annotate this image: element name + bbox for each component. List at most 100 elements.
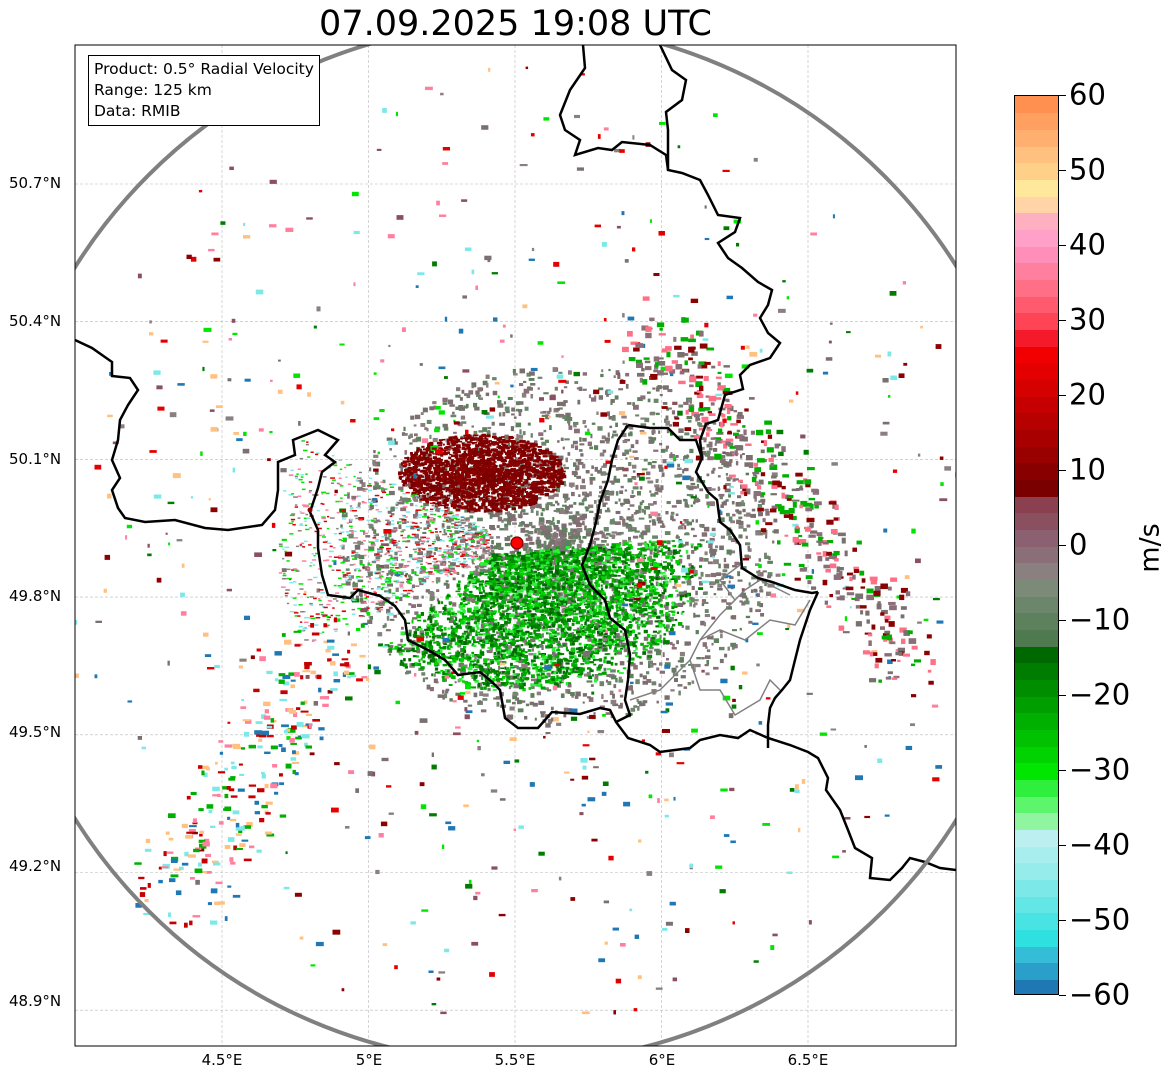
echo-bin	[594, 466, 598, 472]
echo-bin	[564, 575, 569, 578]
echo-bin	[632, 402, 635, 406]
echo-bin	[498, 590, 505, 596]
echo-bin	[524, 595, 528, 598]
echo-bin	[450, 546, 455, 550]
echo-bin	[550, 559, 553, 562]
echo-bin	[558, 575, 563, 578]
echo-bin	[496, 558, 501, 560]
echo-bin	[579, 437, 582, 442]
echo-bin	[601, 557, 605, 560]
echo-bin	[399, 596, 403, 602]
echo-bin	[684, 455, 690, 458]
echo-bin	[738, 510, 742, 515]
echo-bin	[455, 394, 461, 398]
echo-bin	[400, 659, 403, 664]
echo-bin	[659, 545, 663, 547]
echo-bin	[644, 506, 650, 510]
echo-bin	[641, 602, 646, 608]
echo-bin	[569, 651, 574, 655]
echo-bin	[619, 661, 625, 666]
echo-bin	[582, 420, 586, 425]
echo-bin	[557, 644, 564, 648]
echo-bin	[758, 500, 761, 503]
echo-bin	[525, 703, 530, 707]
echo-bin	[397, 643, 403, 647]
echo-bin	[608, 643, 612, 646]
echo-bin	[435, 681, 439, 684]
echo-bin	[628, 518, 635, 522]
echo-bin	[443, 426, 449, 431]
echo-bin	[386, 608, 391, 614]
echo-bin	[746, 524, 751, 528]
echo-bin	[501, 519, 504, 523]
echo-bin	[604, 437, 610, 442]
echo-bin	[676, 534, 679, 539]
echo-bin	[695, 630, 699, 635]
echo-bin	[684, 502, 688, 508]
echo-bin	[647, 480, 654, 484]
echo-bin	[584, 590, 590, 594]
echo-bin	[540, 684, 543, 688]
echo-bin	[583, 593, 587, 598]
echo-bin	[691, 680, 695, 684]
echo-bin	[678, 435, 684, 440]
echo-bin	[622, 539, 628, 544]
echo-bin	[558, 529, 563, 533]
echo-bin	[711, 642, 714, 646]
echo-bin	[526, 589, 530, 593]
echo-bin	[683, 467, 689, 472]
echo-bin	[360, 597, 364, 602]
echo-bin	[436, 598, 440, 602]
echo-bin	[469, 571, 474, 574]
echo-bin	[510, 632, 513, 636]
echo-bin	[555, 546, 560, 549]
echo-bin	[451, 612, 455, 615]
echo-bin	[486, 593, 490, 597]
echo-bin	[675, 513, 679, 517]
echo-bin	[598, 672, 603, 676]
echo-bin	[492, 566, 498, 569]
echo-bin	[525, 603, 529, 607]
echo-bin	[525, 658, 529, 662]
echo-bin	[622, 422, 628, 426]
echo-bin	[531, 571, 536, 574]
echo-bin	[480, 686, 484, 690]
echo-bin	[563, 542, 569, 546]
echo-bin	[478, 397, 483, 400]
echo-bin	[648, 570, 651, 574]
echo-bin	[715, 572, 722, 576]
echo-bin	[518, 524, 523, 527]
echo-bin	[629, 661, 634, 665]
echo-bin	[600, 587, 604, 591]
echo-bin	[709, 548, 715, 554]
echo-bin	[465, 517, 470, 521]
echo-bin	[517, 618, 521, 623]
echo-bin	[408, 435, 411, 440]
echo-bin	[708, 543, 712, 549]
echo-bin	[449, 698, 453, 702]
echo-bin	[426, 520, 430, 525]
echo-bin	[442, 695, 445, 700]
echo-bin	[596, 550, 600, 555]
echo-bin	[622, 541, 626, 546]
echo-bin	[637, 542, 643, 546]
echo-bin	[609, 628, 616, 634]
echo-bin	[629, 586, 634, 589]
echo-bin	[480, 565, 485, 569]
echo-bin	[606, 532, 611, 536]
echo-bin	[590, 548, 594, 550]
echo-bin	[397, 521, 400, 525]
echo-bin	[543, 392, 549, 395]
echo-bin	[555, 549, 560, 554]
echo-bin	[538, 636, 543, 639]
echo-bin	[538, 587, 542, 590]
echo-bin	[622, 632, 626, 637]
echo-bin	[459, 605, 464, 609]
echo-bin	[390, 513, 395, 516]
echo-bin	[444, 690, 449, 694]
echo-bin	[429, 619, 433, 624]
echo-bin	[671, 410, 676, 415]
echo-bin	[617, 602, 622, 605]
echo-bin	[554, 578, 559, 582]
echo-bin	[638, 505, 642, 510]
